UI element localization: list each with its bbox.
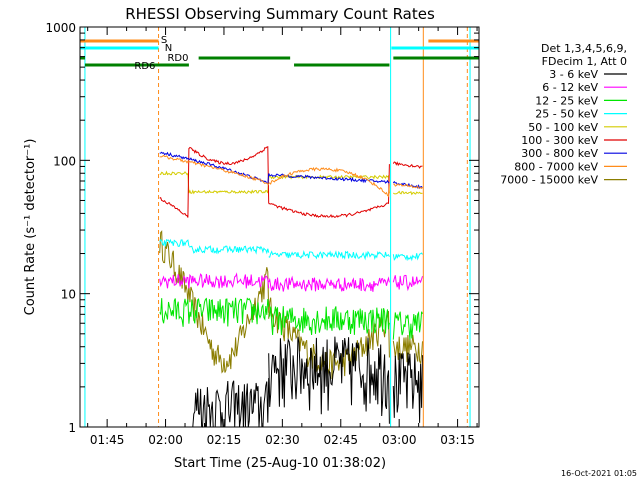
- legend: Det 1,3,4,5,6,9, FDecim 1, Att 0 3 - 6 k…: [500, 42, 627, 187]
- data-layer: [159, 146, 423, 428]
- y-tick-label: 100: [53, 154, 76, 168]
- series-line-3-6-kev: [192, 336, 423, 428]
- y-tick-label: 10: [61, 288, 76, 302]
- y-axis-label: Count Rate (s⁻¹ detector⁻¹): [23, 139, 38, 316]
- chart-title: RHESSI Observing Summary Count Rates: [125, 5, 435, 23]
- series-line-50-100-kev: [159, 170, 423, 196]
- legend-label-2: 6 - 12 keV: [542, 81, 598, 94]
- legend-header-line-2: FDecim 1, Att 0: [542, 55, 627, 68]
- footer-timestamp: 16-Oct-2021 01:05: [561, 469, 637, 478]
- flag-label-n: N: [165, 43, 172, 54]
- x-tick-label: 01:45: [90, 433, 125, 447]
- legend-label-8: 800 - 7000 keV: [514, 160, 598, 173]
- series-line-6-12-kev: [159, 272, 423, 292]
- y-tick-label: 1000: [45, 21, 76, 35]
- legend-header-line-1: Det 1,3,4,5,6,9,: [541, 42, 627, 55]
- series-line-800-7000-kev: [159, 154, 423, 198]
- flag-label-rd0: RD0: [167, 53, 188, 64]
- x-axis-label: Start Time (25-Aug-10 01:38:02): [174, 456, 386, 471]
- flag-label-s: S: [161, 35, 167, 46]
- series-line-300-800-kev: [159, 151, 423, 190]
- legend-label-1: 3 - 6 keV: [549, 68, 598, 81]
- series-line-100-300-kev: [159, 146, 423, 219]
- x-tick-label: 03:15: [440, 433, 475, 447]
- x-tick-label: 03:00: [382, 433, 417, 447]
- x-tick-label: 02:00: [148, 433, 183, 447]
- legend-label-9: 7000 - 15000 keV: [500, 174, 598, 187]
- y-tick-label: 1: [68, 421, 76, 435]
- plot-frame: [79, 26, 480, 428]
- flag-label-rd6: RD6: [134, 61, 155, 72]
- series-line-12-25-kev: [159, 297, 423, 340]
- legend-label-3: 12 - 25 keV: [535, 94, 598, 107]
- x-tick-label: 02:45: [323, 433, 358, 447]
- x-tick-label: 02:30: [265, 433, 300, 447]
- axis-layer: 1 10 100 1000 01:45 02:00 02:15 02:30 02:45 03:00…: [45, 21, 479, 447]
- legend-label-4: 25 - 50 keV: [535, 108, 598, 121]
- legend-label-6: 100 - 300 keV: [521, 134, 598, 147]
- legend-label-5: 50 - 100 keV: [528, 121, 598, 134]
- legend-label-7: 300 - 800 keV: [521, 147, 598, 160]
- series-line-25-50-kev: [159, 238, 423, 262]
- x-tick-label: 02:15: [207, 433, 242, 447]
